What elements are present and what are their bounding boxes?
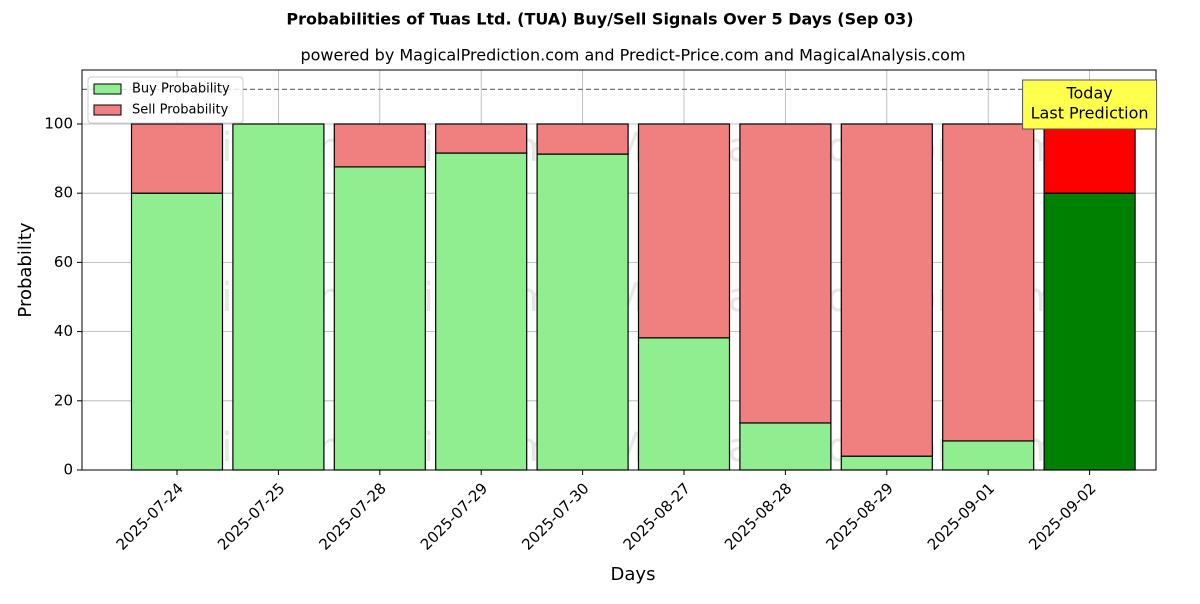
bar-segment: [942, 123, 1035, 442]
bar-segment: [333, 166, 426, 471]
bar-segment: [637, 337, 731, 471]
x-tick-label: 2025-09-02: [1025, 479, 1099, 553]
y-tick-label: 80: [54, 184, 73, 202]
bar-segment: [942, 440, 1035, 471]
x-tick-label: 2025-08-29: [822, 479, 896, 553]
legend-label: Buy Probability: [132, 82, 230, 97]
annotation-text: Today: [1065, 84, 1112, 103]
bar-segment: [536, 153, 629, 471]
bar-segment: [1043, 123, 1136, 194]
x-tick-label: 2025-07-24: [113, 479, 187, 553]
x-tick-label: 2025-07-28: [315, 479, 389, 553]
y-tick-label: 100: [44, 114, 73, 132]
bar-segment: [435, 123, 528, 154]
legend-swatch: [93, 104, 122, 116]
bar-segment: [637, 123, 731, 339]
x-tick-label: 2025-07-29: [417, 479, 491, 553]
bar-segment: [130, 123, 224, 194]
y-tick-label: 60: [54, 253, 73, 271]
chart-title: Probabilities of Tuas Ltd. (TUA) Buy/Sel…: [286, 10, 913, 29]
y-axis-label: Probability: [15, 222, 36, 317]
y-tick-label: 20: [54, 391, 73, 409]
plot-frame: [81, 69, 1157, 471]
y-tick-label: 40: [54, 322, 73, 340]
bar-segment: [840, 123, 933, 457]
x-tick-label: 2025-07-30: [518, 479, 592, 553]
legend-box: [87, 76, 244, 124]
annotation-box: [1022, 79, 1158, 130]
bar-segment: [1043, 192, 1136, 471]
bar-segment: [536, 123, 629, 155]
x-tick-label: 2025-07-25: [214, 479, 288, 553]
chart-subtitle: powered by MagicalPrediction.com and Pre…: [300, 46, 965, 65]
bar-segment: [435, 152, 528, 471]
x-tick-label: 2025-08-27: [620, 479, 694, 553]
bar-segment: [739, 123, 832, 424]
x-tick-label: 2025-09-01: [924, 479, 998, 553]
legend-label: Sell Probability: [132, 103, 229, 118]
x-axis-label: Days: [611, 564, 656, 585]
bar-segment: [232, 123, 325, 471]
annotation-text: Last Prediction: [1031, 104, 1149, 123]
y-tick-label: 0: [63, 461, 73, 479]
x-tick-label: 2025-08-28: [721, 479, 795, 553]
bar-segment: [739, 422, 832, 471]
bar-segment: [130, 192, 224, 471]
bar-segment: [333, 123, 426, 168]
legend: Buy Probability Sell Probability: [87, 76, 244, 124]
bar-segment: [840, 455, 933, 471]
legend-swatch: [93, 83, 122, 95]
